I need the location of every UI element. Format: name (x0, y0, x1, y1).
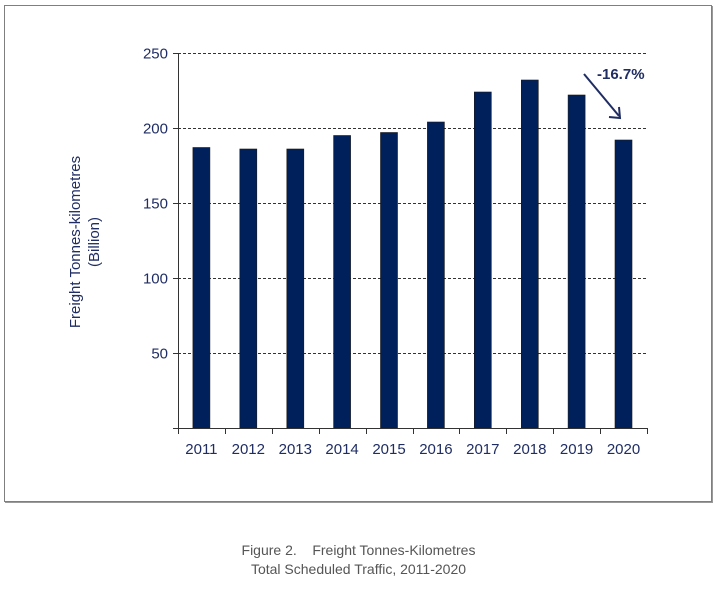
y-axis-unit: (Billion) (86, 217, 103, 267)
x-tick-label: 2020 (607, 441, 640, 458)
bar-2013 (286, 148, 305, 429)
bar-2014 (333, 135, 351, 429)
y-tick-label: 250 (143, 46, 168, 63)
x-tick-label: 2018 (513, 441, 546, 458)
y-tick-label: 50 (151, 346, 168, 363)
x-tick-label: 2014 (325, 441, 358, 458)
x-tick-label: 2011 (185, 441, 217, 458)
x-ticks: 2011 2012 2013 2014 2015 2016 2017 2018 2019 2020 (178, 428, 648, 458)
bar-2017 (473, 91, 492, 429)
annotation-label: -16.7% (597, 66, 645, 83)
y-axis-title: Freight Tonnes-kilometres (67, 156, 84, 328)
x-tick-label: 2019 (560, 441, 593, 458)
chart-frame (4, 5, 712, 502)
y-tick-label: 100 (143, 271, 168, 288)
annotation-arrow-head (608, 106, 622, 120)
x-tick-label: 2013 (279, 441, 312, 458)
figure-caption-line2: Total Scheduled Traffic, 2011-2020 (250, 561, 467, 577)
annotation-arrow-line (583, 73, 620, 117)
y-axis-label: Freight Tonnes-kilometres (Billion) (67, 156, 103, 328)
axes (173, 53, 647, 429)
y-tick-label: 150 (143, 196, 168, 213)
bars (192, 79, 633, 429)
bar-2015 (380, 132, 398, 429)
y-ticks: 50 100 150 200 250 (143, 46, 178, 363)
x-tick-label: 2015 (372, 441, 405, 458)
bar-2012 (239, 148, 258, 429)
y-tick-label: 200 (143, 121, 168, 138)
x-tick-label: 2017 (466, 441, 499, 458)
bar-2016 (427, 121, 445, 429)
figure-caption-line1: Figure 2. Freight Tonnes-Kilometres (241, 542, 476, 558)
bar-2018 (520, 79, 539, 429)
bar-2020 (614, 139, 633, 429)
bar-2019 (567, 94, 586, 429)
x-tick-label: 2016 (419, 441, 452, 458)
annotation: -16.7% (583, 66, 645, 120)
x-tick-label: 2012 (232, 441, 265, 458)
bar-2011 (192, 147, 211, 429)
